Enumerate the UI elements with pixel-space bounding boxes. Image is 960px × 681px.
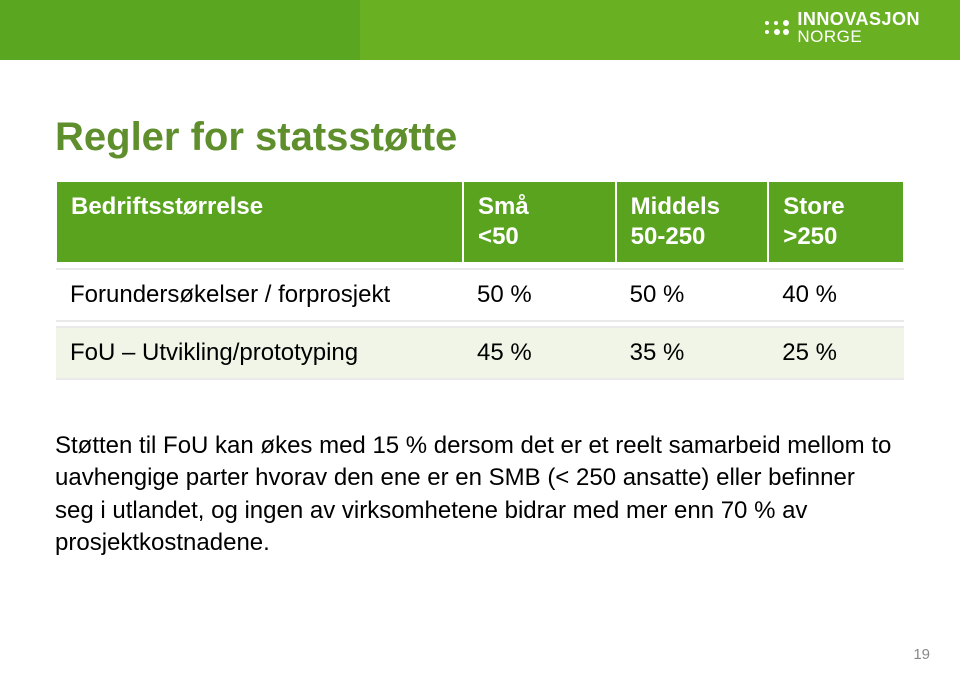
table-cell: 50 %: [463, 269, 616, 321]
table-cell: 50 %: [616, 269, 769, 321]
page-title: Regler for statsstøtte: [55, 115, 457, 160]
table-cell: 40 %: [768, 269, 904, 321]
body-paragraph: Støtten til FoU kan økes med 15 % dersom…: [55, 430, 900, 560]
logo-line-1: INNOVASJON: [797, 10, 920, 28]
table-row: Forundersøkelser / forprosjekt50 %50 %40…: [56, 269, 904, 321]
logo-line-2: NORGE: [797, 28, 920, 45]
table-body: Forundersøkelser / forprosjekt50 %50 %40…: [56, 263, 904, 379]
table-cell: Forundersøkelser / forprosjekt: [56, 269, 463, 321]
table-header-cell: Bedriftsstørrelse: [56, 181, 463, 263]
banner-overlay: [0, 0, 360, 60]
page-number: 19: [913, 646, 930, 663]
table-cell: 45 %: [463, 327, 616, 379]
table-header-cell: Middels50-250: [616, 181, 769, 263]
logo-dots-icon: [765, 20, 789, 35]
table-cell: 35 %: [616, 327, 769, 379]
table-cell: 25 %: [768, 327, 904, 379]
table-row: FoU – Utvikling/prototyping45 %35 %25 %: [56, 327, 904, 379]
table-header-cell: Små<50: [463, 181, 616, 263]
table-cell: FoU – Utvikling/prototyping: [56, 327, 463, 379]
table-header: BedriftsstørrelseSmå<50Middels50-250Stor…: [56, 181, 904, 263]
rules-table: BedriftsstørrelseSmå<50Middels50-250Stor…: [55, 180, 905, 380]
brand-logo: INNOVASJON NORGE: [765, 10, 920, 45]
top-banner: INNOVASJON NORGE: [0, 0, 960, 60]
table-header-cell: Store>250: [768, 181, 904, 263]
logo-text: INNOVASJON NORGE: [797, 10, 920, 45]
